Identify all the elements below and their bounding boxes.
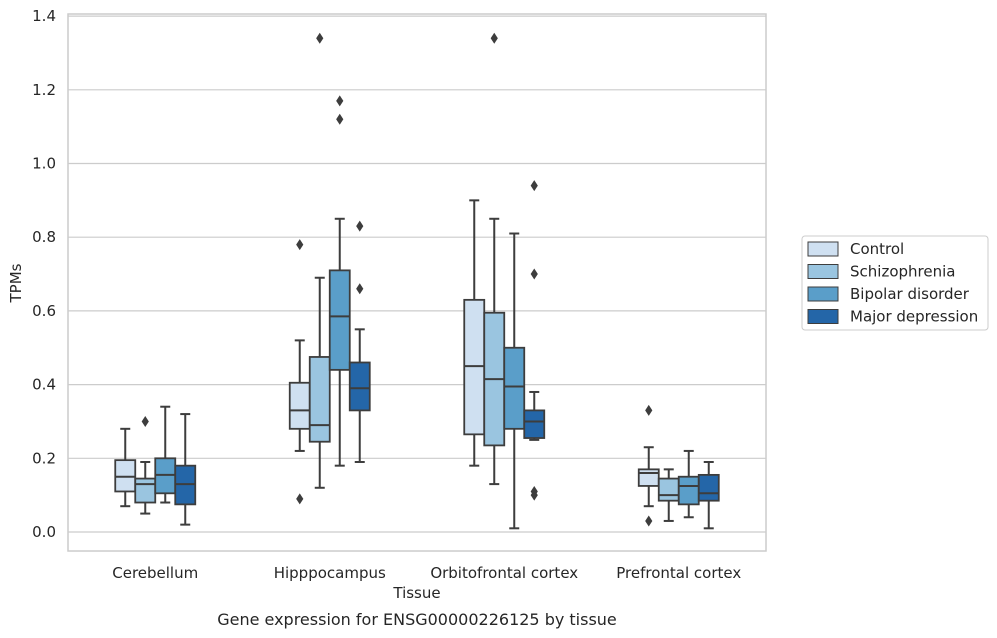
box-3-1 [657,468,680,522]
legend-label: Major depression [850,308,978,326]
box-1-1 [308,32,331,489]
x-tick-label: Prefrontal cortex [616,564,741,582]
box-plot-series [114,32,720,530]
outlier-point [356,220,364,232]
y-tick-label: 0.4 [32,376,56,394]
outlier-point [316,32,324,44]
box-1-3 [348,220,371,463]
legend-swatch [807,241,839,257]
outlier-point [141,415,149,427]
legend-swatch [807,264,839,279]
box-2-3 [523,180,546,501]
box-0-3 [174,413,197,526]
figure-caption: Gene expression for ENSG00000226125 by t… [217,610,617,629]
legend-swatch [807,286,839,302]
x-axis-label: Tissue [392,584,440,602]
legend: Control Schizophrenia Bipolar disorder Majo… [801,235,989,331]
x-tick-label: Cerebellum [112,564,198,582]
x-axis-ticks: Cerebellum Hipppocampus Orbitofrontal cort… [112,564,741,582]
legend-label: Schizophrenia [850,263,955,281]
outlier-point [490,32,498,44]
y-tick-label: 0.6 [32,302,56,320]
box-iqr [637,468,660,487]
outlier-point [356,283,364,295]
box-iqr [348,361,371,412]
legend-swatch [807,309,839,324]
box-iqr [503,346,526,430]
box-iqr [288,381,311,430]
y-tick-label: 1.2 [32,81,56,99]
box-0-2 [154,405,177,504]
outlier-point [336,95,344,107]
x-tick-label: Orbitofrontal cortex [430,564,578,582]
box-iqr [697,473,720,502]
box-3-0 [637,404,660,527]
legend-label: Control [850,240,904,258]
y-axis-label: TPMs [7,263,25,303]
plot-frame [67,13,767,552]
outlier-point [296,493,304,505]
box-iqr [523,409,546,439]
x-tick-label: Hipppocampus [274,564,386,582]
outlier-point [336,113,344,125]
legend-label: Bipolar disorder [850,285,970,303]
outlier-point [530,485,538,497]
box-1-0 [288,239,311,505]
y-tick-label: 1.4 [32,7,56,25]
box-iqr [657,477,680,502]
box-3-2 [677,449,700,519]
box-2-1 [483,32,506,486]
grid-lines [68,15,766,533]
y-tick-label: 0.0 [32,523,56,541]
box-iqr [134,477,157,504]
box-2-0 [463,199,486,467]
box-iqr [308,356,331,443]
y-tick-label: 0.8 [32,228,56,246]
box-2-2 [503,232,526,530]
outlier-point [296,239,304,251]
outlier-point [645,404,653,416]
y-tick-label: 0.2 [32,449,56,467]
outlier-point [645,515,653,527]
outlier-point [530,268,538,280]
box-3-3 [697,460,720,530]
box-iqr [677,475,700,506]
legend-frame [801,235,989,331]
box-0-0 [114,427,137,508]
y-tick-label: 1.0 [32,155,56,173]
outlier-point [530,180,538,192]
y-axis-ticks: 0.0 0.2 0.4 0.6 0.8 1.0 1.2 1.4 [32,7,56,541]
box-1-2 [328,95,351,467]
box-0-1 [134,415,157,515]
box-iqr [328,269,351,371]
